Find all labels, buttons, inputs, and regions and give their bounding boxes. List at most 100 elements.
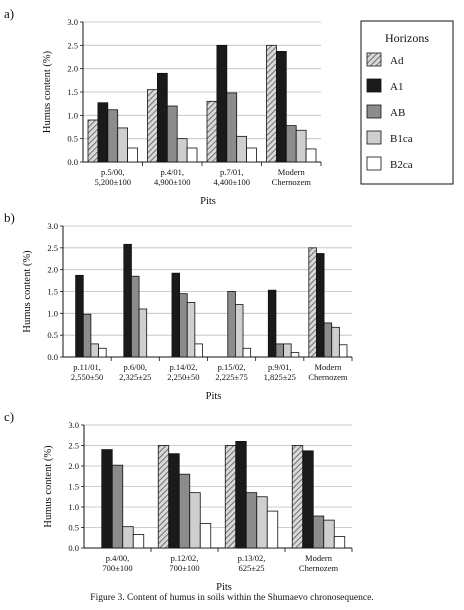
chart-panels: a) 0.0 0.5 1.0 1.5 2.0 2.5 3.0 Humus content (%)… [4,6,353,593]
bar-b1ca [189,492,201,549]
legend-swatch-ad [366,52,382,67]
bar-ad [308,247,317,358]
x-axis-label: Pits [200,196,216,207]
bar-b1ca [186,302,196,358]
bar-ad [266,44,277,163]
x-tick-label: p.7/01, [220,167,244,177]
legend-swatch-ab [366,104,382,119]
x-tick-label: 4,400±100 [213,177,250,187]
bar-ab [275,343,284,358]
x-tick-label: p.6/00, [123,362,147,372]
bar-ad [224,445,237,549]
y-tick-label: 1.0 [47,308,58,318]
x-tick-label: p.4/01, [160,167,184,177]
bar-b2ca [186,147,198,163]
y-tick-label: 1.5 [68,482,79,492]
x-tick-label: Chernozem [299,563,339,573]
figure-caption: Figure 3. Content of humus in soils with… [90,593,374,603]
x-tick-label: p.15/02, [218,362,246,372]
bar-b1ca [283,343,292,358]
bar-a1 [267,289,277,358]
x-tick-label: 5,200±100 [94,177,131,187]
legend-label-b1ca: B1ca [390,133,413,145]
x-tick-label: Chernozem [308,372,348,382]
bar-ad [206,100,218,163]
bar-b2ca [98,347,107,358]
legend-label-ab: AB [390,107,405,119]
chart-panel-1: a) 0.0 0.5 1.0 1.5 2.0 2.5 3.0 Humus content (%)… [4,6,322,207]
bar-ab [111,464,124,549]
bar-ab [285,125,297,163]
x-tick-label: Modern [305,553,333,563]
y-axis-label: Humus content (%) [22,250,33,333]
bar-b2ca [246,147,257,163]
legend-swatch-b1ca [366,130,382,145]
x-tick-label: p.14/02, [169,362,197,372]
y-tick-label: 3.0 [67,17,78,27]
y-tick-label: 1.5 [47,287,58,297]
y-tick-label: 1.5 [67,87,78,97]
bar-a1 [235,440,247,549]
bar-ab [245,492,258,549]
y-axis-label: Humus content (%) [43,445,54,528]
y-tick-label: 2.0 [68,461,79,471]
bar-ab [178,473,191,549]
legend: Horizons Ad A1 AB B1ca B2ca [360,20,454,185]
bar-b2ca [132,534,145,549]
legend-label-ad: Ad [390,55,404,67]
bar-b1ca [323,519,335,549]
y-tick-label: 0.5 [67,134,78,144]
x-axis-label: Pits [206,391,222,402]
bar-ad [291,445,304,549]
y-tick-label: 3.0 [47,221,58,231]
bar-b2ca [333,536,346,549]
x-tick-label: 700±100 [169,563,199,573]
panel-label: a) [4,6,14,21]
panel-label: c) [4,409,14,424]
bar-a1 [123,243,132,358]
bar-b2ca [305,148,317,163]
bar-b2ca [266,510,279,549]
x-tick-label: Chernozem [272,177,312,187]
bar-ab [131,275,140,358]
x-tick-label: p.5/00, [101,167,125,177]
bar-a1 [216,44,228,163]
bar-b2ca [290,352,300,358]
bar-a1 [316,253,325,358]
x-axis-label: Pits [216,582,232,593]
bar-ab [226,92,238,163]
y-tick-label: 0.0 [47,352,58,362]
bar-b1ca [236,135,247,163]
bar-b1ca [176,138,188,163]
bar-b1ca [117,127,128,163]
x-tick-label: 1,825±25 [264,372,296,382]
y-tick-label: 2.5 [67,40,78,50]
bar-ad [157,445,170,549]
y-tick-label: 1.0 [68,502,79,512]
bar-a1 [101,449,113,549]
bar-b2ca [199,523,212,549]
y-tick-label: 2.0 [67,64,78,74]
bar-a1 [171,272,180,358]
bar-a1 [302,450,314,549]
bar-ab [227,291,236,358]
y-tick-label: 0.5 [68,523,79,533]
bar-b1ca [256,496,268,549]
x-tick-label: 2,550±50 [71,372,103,382]
y-tick-label: 3.0 [68,420,79,430]
y-axis-label: Humus content (%) [42,50,53,133]
x-tick-label: Modern [278,167,306,177]
y-tick-label: 0.0 [67,157,78,167]
bar-b1ca [331,326,340,358]
y-tick-label: 1.0 [67,110,78,120]
y-tick-label: 2.5 [68,441,79,451]
x-tick-label: 2,250±50 [167,372,199,382]
x-tick-label: 4,900±100 [154,177,191,187]
x-tick-label: p.9/01, [268,362,292,372]
x-tick-label: 700±100 [102,563,132,573]
bar-b2ca [242,347,252,358]
panel-label: b) [4,210,15,225]
y-tick-label: 2.0 [47,265,58,275]
bar-ad [147,89,158,163]
